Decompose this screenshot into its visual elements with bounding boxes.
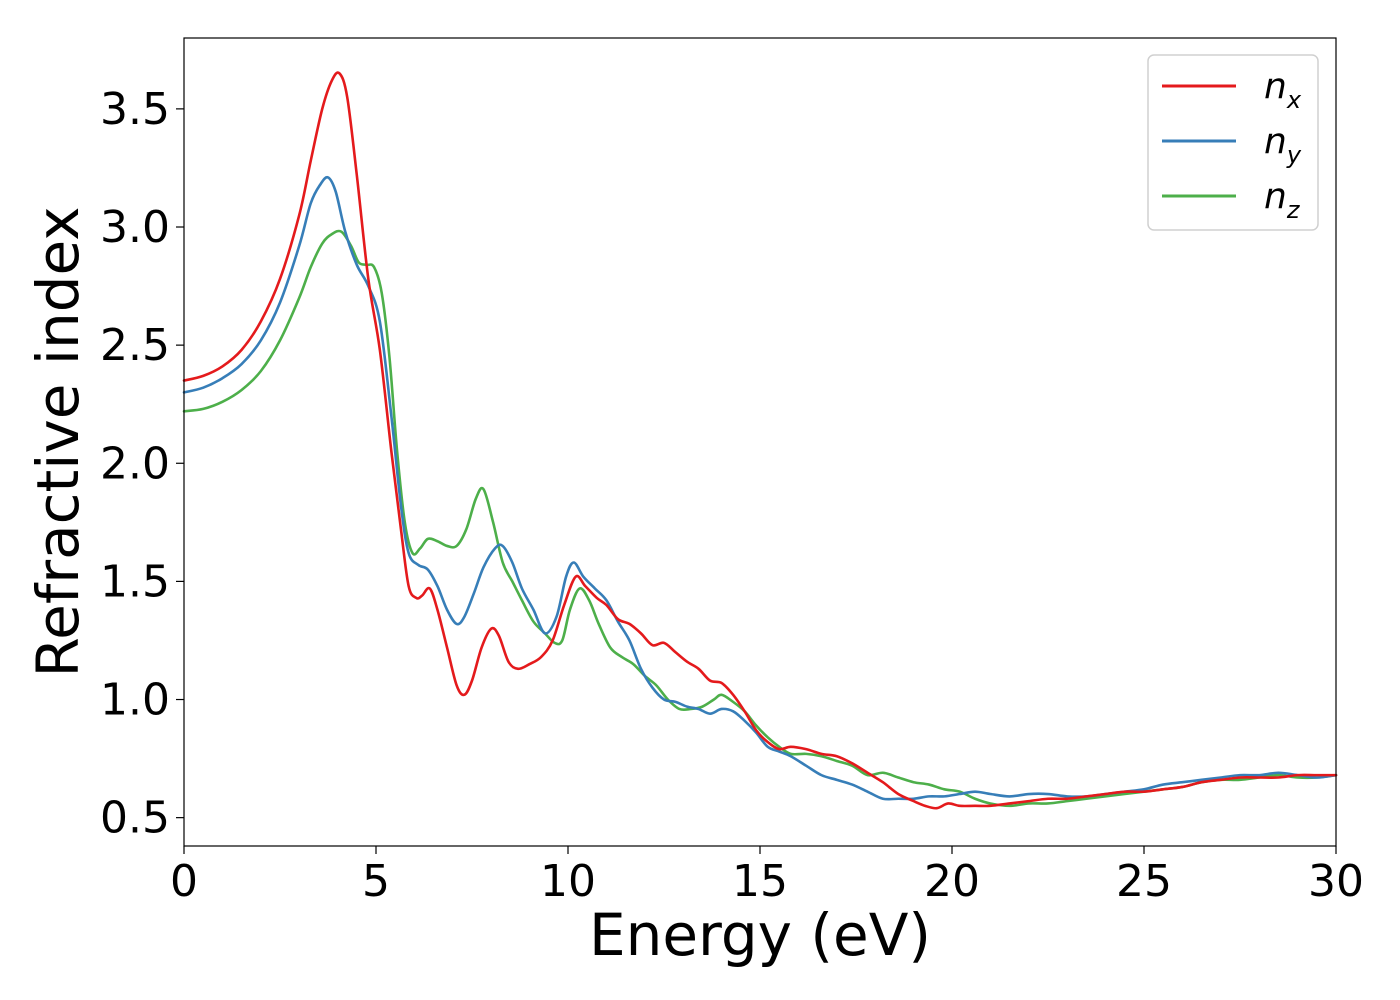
- legend-label-n-x: nx: [1264, 66, 1302, 114]
- series-layer: [182, 71, 1338, 810]
- legend-label-n-z: nz: [1264, 176, 1301, 224]
- y-tick-label: 2.5: [100, 320, 170, 371]
- x-tick-label: 15: [732, 856, 788, 907]
- legend: nx ny nz: [1147, 54, 1319, 231]
- y-axis: 0.5 1.0 1.5 2.0 2.5 3.0 3.5: [100, 84, 184, 844]
- y-tick-label: 0.5: [100, 793, 170, 844]
- y-tick-label: 3.0: [100, 202, 170, 253]
- plot-background: [184, 38, 1336, 846]
- series-line-n-y: [182, 175, 1338, 801]
- x-tick-label: 20: [924, 856, 980, 907]
- y-axis-label: Refractive index: [24, 206, 92, 677]
- x-tick-label: 0: [170, 856, 198, 907]
- y-tick-label: 1.5: [100, 556, 170, 607]
- series-line-n-z: [182, 229, 1338, 808]
- y-tick-label: 3.5: [100, 84, 170, 135]
- y-tick-label: 2.0: [100, 438, 170, 489]
- x-tick-label: 5: [362, 856, 390, 907]
- x-tick-label: 30: [1308, 856, 1364, 907]
- x-axis-label: Energy (eV): [589, 901, 931, 969]
- x-tick-label: 25: [1116, 856, 1172, 907]
- x-tick-label: 10: [540, 856, 596, 907]
- y-tick-label: 1.0: [100, 675, 170, 726]
- series-line-n-x: [182, 71, 1338, 810]
- x-axis: 0 5 10 15 20 25 30: [170, 846, 1364, 907]
- legend-label-n-y: ny: [1264, 121, 1302, 169]
